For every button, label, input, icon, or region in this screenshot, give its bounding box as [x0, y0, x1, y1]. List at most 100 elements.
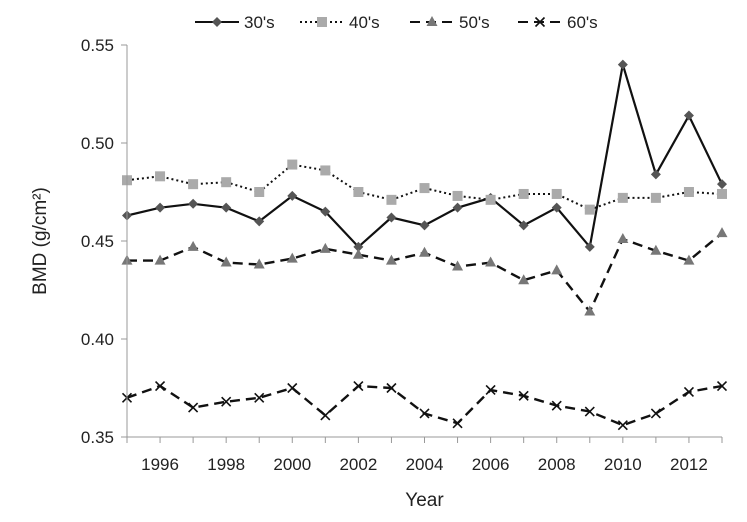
legend-label: 30's [244, 13, 275, 32]
series-line [127, 232, 723, 314]
data-point [188, 198, 199, 209]
data-point [617, 192, 628, 203]
data-point [287, 159, 298, 170]
x-axis-title: Year [405, 490, 444, 511]
data-point [385, 254, 397, 265]
legend-label: 50's [459, 13, 490, 32]
series-line [126, 64, 723, 250]
data-point [187, 240, 199, 251]
y-tick-label: 0.50 [81, 134, 114, 153]
data-point [419, 408, 430, 419]
data-point [320, 206, 331, 217]
data-point [584, 305, 596, 316]
legend-marker [426, 16, 438, 26]
data-point [584, 241, 595, 252]
x-tick-label: 1996 [141, 455, 179, 474]
data-point [154, 254, 166, 265]
data-point [518, 220, 529, 231]
x-tick-label: 2004 [406, 455, 444, 474]
legend-label: 60's [567, 13, 598, 32]
data-point [221, 396, 232, 407]
data-point [650, 192, 661, 203]
series-line [126, 384, 723, 427]
data-point [419, 183, 430, 194]
data-point [683, 254, 695, 265]
data-point [683, 187, 694, 197]
data-point [518, 274, 530, 285]
data-point [320, 410, 331, 421]
data-point [287, 190, 298, 201]
data-point [386, 212, 397, 223]
data-point [717, 188, 727, 199]
data-point [353, 187, 364, 197]
data-point [287, 382, 298, 394]
x-tick-labels: 1996 1998 2000 2002 2004 2006 2008 2010 2012 [141, 455, 708, 474]
data-point [683, 110, 694, 121]
x-tick-label: 2000 [273, 455, 311, 474]
data-point [650, 169, 661, 180]
x-tick-label: 2012 [670, 455, 708, 474]
data-point [584, 204, 595, 215]
legend: 30's 40's 50's 60's [195, 13, 598, 32]
y-tick-labels: 0.35 0.40 0.45 0.50 0.55 [81, 36, 114, 447]
data-point [683, 386, 695, 397]
data-point [716, 227, 728, 238]
data-point [452, 260, 464, 271]
y-tick-label: 0.55 [81, 36, 114, 55]
legend-label: 40's [349, 13, 380, 32]
data-point [155, 171, 166, 182]
data-point [352, 248, 364, 259]
data-point [551, 188, 562, 199]
data-point [188, 179, 199, 190]
data-point [452, 418, 463, 429]
data-point [254, 392, 265, 403]
data-point [419, 220, 430, 231]
data-point [155, 202, 166, 213]
series-2 [121, 227, 728, 316]
legend-item-1: 40's [300, 13, 380, 32]
x-tick-label: 2006 [472, 455, 510, 474]
data-point [452, 190, 463, 201]
data-point [220, 256, 232, 267]
y-axis-title: BMD (g/cm²) [30, 187, 51, 295]
data-point [254, 216, 265, 227]
data-point [386, 194, 397, 205]
data-point [254, 187, 265, 197]
data-point [551, 202, 562, 213]
data-point [419, 246, 430, 257]
y-tick-label: 0.35 [81, 428, 114, 447]
data-point [584, 406, 595, 417]
data-point [518, 390, 529, 401]
data-point [551, 264, 563, 275]
data-point [353, 380, 364, 392]
data-point [253, 258, 265, 269]
series-3 [121, 380, 728, 431]
legend-item-2: 50's [410, 13, 490, 32]
data-point [551, 400, 562, 411]
legend-item-3: 60's [518, 13, 598, 32]
data-point [716, 380, 728, 392]
data-point [154, 380, 166, 392]
series-0 [122, 59, 727, 252]
x-tick-label: 2010 [604, 455, 642, 474]
x-tick-label: 2008 [538, 455, 576, 474]
legend-marker [317, 17, 327, 27]
data-point [617, 59, 628, 70]
y-tick-label: 0.40 [81, 330, 114, 349]
data-point [320, 165, 331, 176]
data-point [717, 179, 727, 190]
data-point [485, 384, 496, 396]
y-tick-label: 0.45 [81, 232, 114, 251]
data-point [617, 420, 628, 431]
data-point [650, 244, 662, 255]
data-point [221, 177, 232, 188]
data-point [386, 382, 397, 394]
data-point [617, 233, 629, 244]
x-tick-label: 1998 [207, 455, 245, 474]
x-tick-label: 2002 [339, 455, 377, 474]
data-point [221, 202, 232, 213]
data-point [518, 188, 529, 199]
legend-marker [534, 16, 546, 28]
legend-marker [212, 17, 222, 27]
